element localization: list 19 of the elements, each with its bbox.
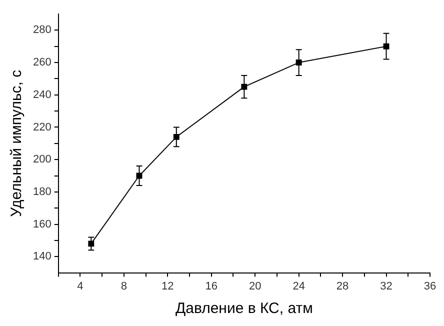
y-tick-label: 220 <box>32 121 52 134</box>
y-tick-label: 260 <box>32 56 52 69</box>
x-tick-label: 32 <box>380 280 392 292</box>
y-tick-label: 140 <box>32 250 52 263</box>
x-tick-label: 28 <box>336 280 349 292</box>
x-tick-label: 8 <box>120 280 127 292</box>
y-tick-label: 200 <box>32 154 52 166</box>
y-tick-label: 240 <box>32 88 52 101</box>
y-axis-title: Удельный импульс, с <box>8 69 26 217</box>
x-tick-label: 36 <box>424 280 436 292</box>
y-tick-label: 280 <box>32 24 52 36</box>
x-tick-label: 12 <box>162 280 174 292</box>
x-tick-label: 16 <box>205 280 218 292</box>
y-tick-label: 160 <box>32 218 52 230</box>
x-tick-label: 4 <box>77 280 84 292</box>
x-axis-title: Давление в КС, атм <box>175 300 313 318</box>
x-tick-label: 20 <box>248 280 262 292</box>
x-tick-label: 24 <box>292 280 305 292</box>
y-tick-label: 180 <box>32 186 52 198</box>
